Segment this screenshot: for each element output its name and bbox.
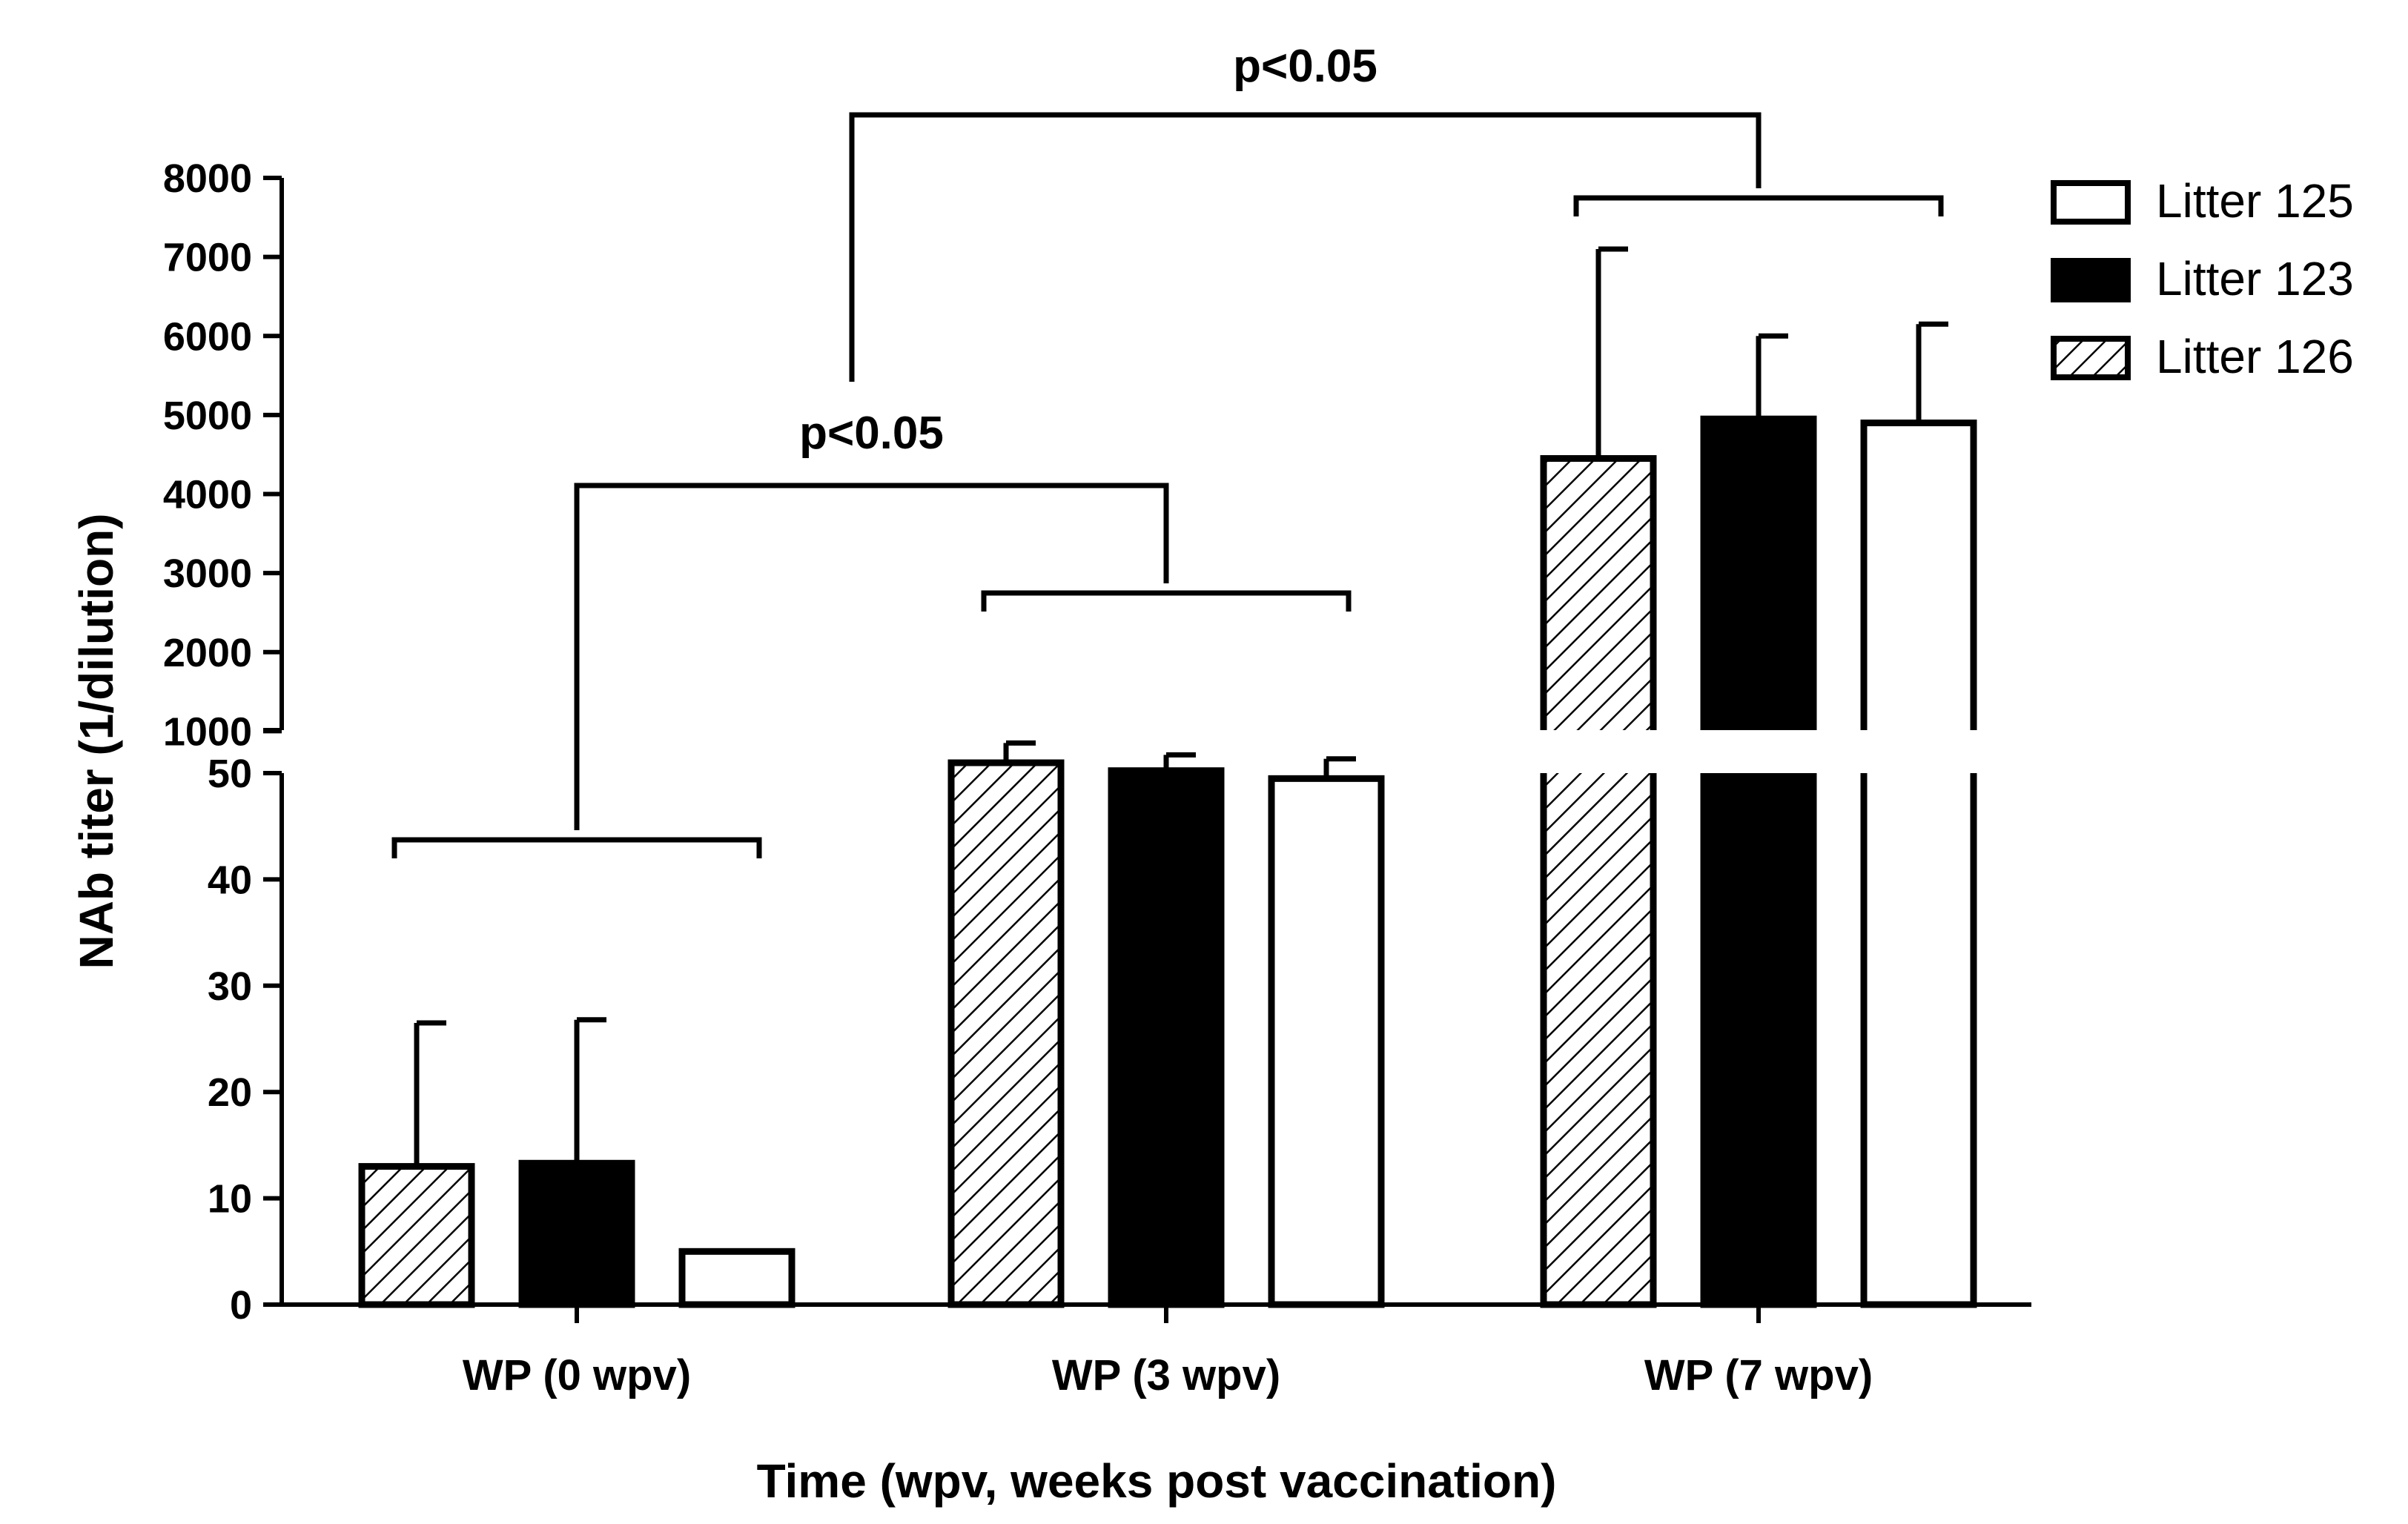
bar-litter-125-wp-7-wpv <box>1860 420 1977 1308</box>
significance-bracket-0-7 <box>849 112 1762 382</box>
x-tick-label: WP (7 wpv) <box>1644 1351 1873 1399</box>
x-tick-label: WP (3 wpv) <box>1052 1351 1280 1399</box>
y-tick-label: 40 <box>208 858 252 902</box>
y-axis-title: NAb titer (1/dilution) <box>70 513 123 969</box>
y-tick-label: 4000 <box>163 473 252 517</box>
bar-litter-125-wp-3-wpv <box>1268 775 1385 1308</box>
bar-litter-123-wp-7-wpv <box>1700 415 1817 1308</box>
legend-label-litter-126: Litter 126 <box>2156 330 2354 383</box>
legend-label-litter-125: Litter 125 <box>2156 174 2354 228</box>
y-tick-label: 6000 <box>163 314 252 359</box>
group-bracket-0wpv <box>391 837 762 858</box>
y-tick-label: 0 <box>230 1283 252 1328</box>
y-tick-label: 20 <box>208 1070 252 1115</box>
category-labels: WP (0 wpv) WP (3 wpv) WP (7 wpv) <box>463 1305 1873 1399</box>
y-tick-label: 30 <box>208 964 252 1009</box>
legend-swatch-litter-123 <box>2051 258 2131 302</box>
bar-litter-126-wp-0-wpv <box>358 1163 475 1308</box>
significance-bracket-0-3 <box>574 483 1169 830</box>
x-tick-label: WP (0 wpv) <box>463 1351 691 1399</box>
break-gap <box>1698 730 1819 773</box>
legend-swatch-litter-126 <box>2051 336 2131 380</box>
legend-label-litter-123: Litter 123 <box>2156 252 2354 305</box>
break-gap <box>1858 730 1979 773</box>
group-bracket-7wpv <box>1573 195 1944 216</box>
axis-break-gap <box>1538 730 1979 773</box>
y-tick-label: 7000 <box>163 236 252 280</box>
significance-label: p<0.05 <box>799 408 944 459</box>
error-bars <box>414 246 1948 1167</box>
y-tick-label: 8000 <box>163 156 252 201</box>
bar-litter-123-wp-0-wpv <box>518 1159 635 1308</box>
x-axis-title: Time (wpv, weeks post vaccination) <box>757 1454 1557 1508</box>
y-tick-label: 10 <box>208 1177 252 1222</box>
bar-litter-125-wp-0-wpv <box>678 1248 796 1308</box>
significance-brackets: p<0.05 p<0.05 <box>391 41 1944 858</box>
y-tick-label: 2000 <box>163 631 252 675</box>
legend: Litter 125 Litter 123 Litter 126 <box>2051 174 2354 383</box>
legend-swatch-litter-125 <box>2051 180 2131 225</box>
y-tick-label: 5000 <box>163 394 252 438</box>
y-tick-label: 50 <box>208 752 252 796</box>
group-bracket-3wpv <box>981 590 1352 612</box>
y-tick-label: 3000 <box>163 551 252 596</box>
bar-litter-126-wp-7-wpv <box>1540 455 1657 1308</box>
y-tick-label: 1000 <box>163 709 252 754</box>
bar-litter-126-wp-3-wpv <box>947 759 1065 1308</box>
bars <box>358 415 1977 1308</box>
break-gap <box>1538 730 1659 773</box>
significance-label: p<0.05 <box>1233 41 1377 92</box>
bar-litter-123-wp-3-wpv <box>1108 767 1225 1308</box>
